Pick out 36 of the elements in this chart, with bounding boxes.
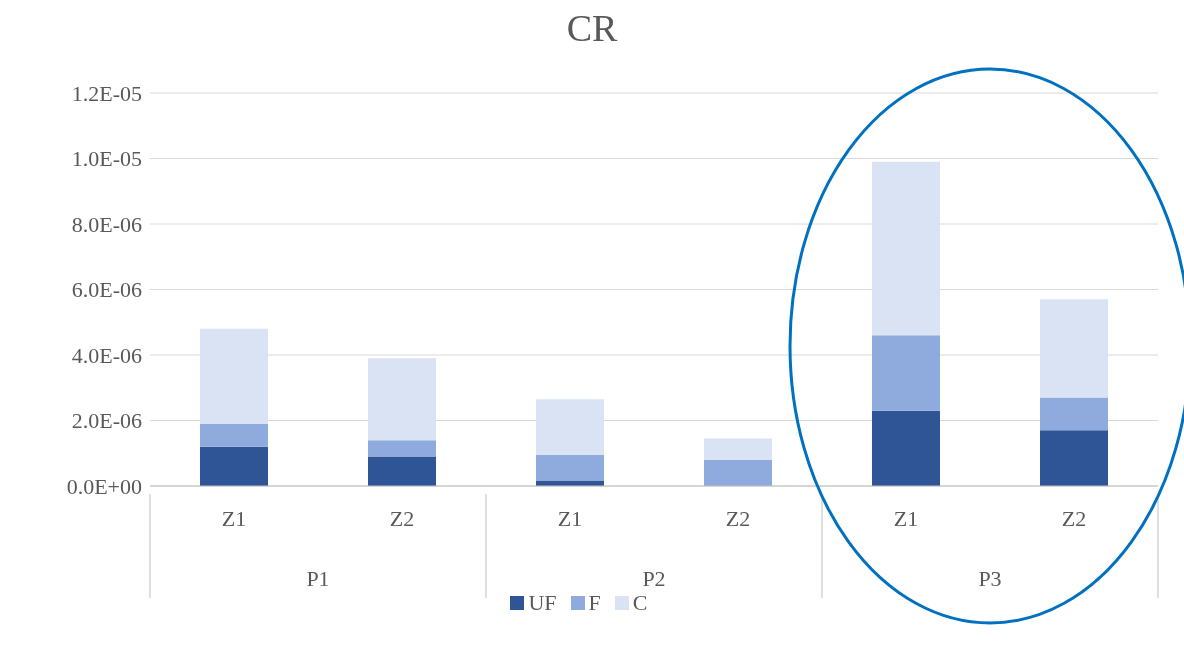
bar xyxy=(368,440,436,457)
bar xyxy=(1040,397,1108,431)
x-tick-label: Z1 xyxy=(557,506,583,531)
x-tick-label: Z2 xyxy=(725,506,751,531)
bar xyxy=(704,438,772,460)
text: P3 xyxy=(978,566,1002,591)
y-tick-label: 1.2E-05 xyxy=(71,80,142,106)
legend-label: F xyxy=(588,590,601,616)
bar xyxy=(200,446,268,486)
bar xyxy=(368,358,436,441)
y-tick-label: 8.0E-06 xyxy=(71,211,142,237)
y-tick-label: 4.0E-06 xyxy=(71,342,142,368)
bar xyxy=(872,410,940,486)
y-tick-label: 0.0E+00 xyxy=(66,473,142,499)
x-tick-label: Z1 xyxy=(893,506,919,531)
bar xyxy=(200,423,268,447)
legend-label: C xyxy=(632,590,648,616)
bar xyxy=(1040,430,1108,486)
bar xyxy=(872,161,940,336)
y-tick-label: 2.0E-06 xyxy=(71,408,142,434)
bar xyxy=(536,399,604,455)
bar xyxy=(200,328,268,424)
bar xyxy=(1040,299,1108,398)
x-tick-label: Z2 xyxy=(1061,506,1087,531)
bar xyxy=(704,459,772,486)
bar xyxy=(368,456,436,486)
chart-title: CR xyxy=(565,6,619,50)
bar xyxy=(536,454,604,482)
x-tick-label: Z1 xyxy=(221,506,247,531)
bar xyxy=(872,335,940,411)
text: P1 xyxy=(306,566,330,591)
text: P2 xyxy=(642,566,666,591)
x-tick-label: Z2 xyxy=(389,506,415,531)
y-tick-label: 1.0E-05 xyxy=(71,146,142,172)
legend-label: UF xyxy=(528,590,557,616)
y-tick-label: 6.0E-06 xyxy=(71,277,142,303)
